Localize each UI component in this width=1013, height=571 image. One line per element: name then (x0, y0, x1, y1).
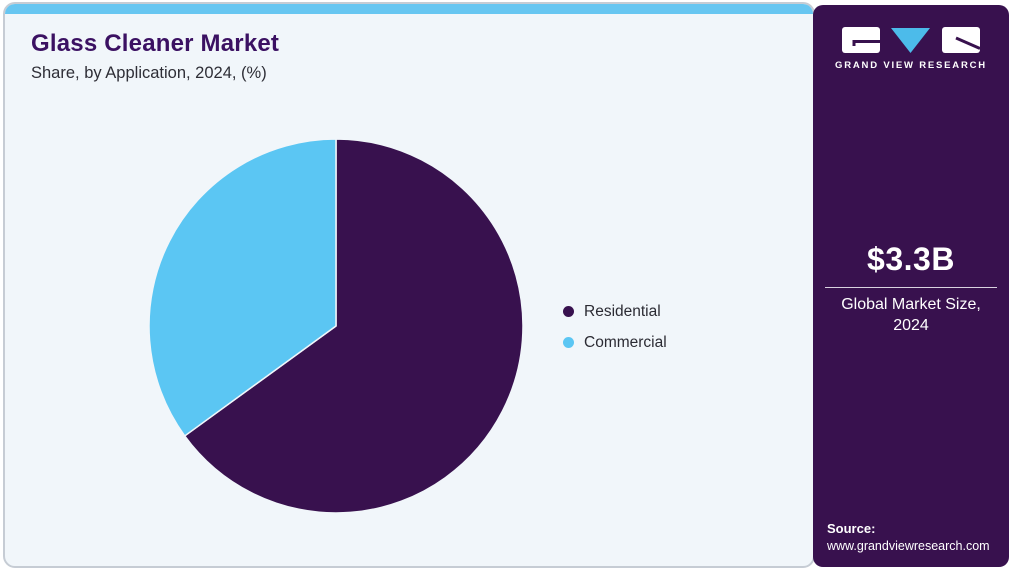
legend-item-commercial: Commercial (563, 332, 667, 353)
source-label: Source: (827, 521, 876, 536)
market-size-block: $3.3B Global Market Size, 2024 (813, 241, 1009, 337)
page-title: Glass Cleaner Market (31, 30, 280, 57)
chart-header: Glass Cleaner Market Share, by Applicati… (31, 30, 279, 83)
logo-v-triangle (891, 28, 930, 53)
logo-wordmark: GRAND VIEW RESEARCH (835, 60, 987, 71)
legend-item-residential: Residential (563, 301, 667, 322)
logo-g-block (842, 27, 880, 53)
pie-slice-residential (183, 138, 524, 514)
source-block: Source: www.grandviewresearch.com (827, 521, 990, 553)
gvr-logo-mark (842, 27, 980, 53)
market-size-value: $3.3B (867, 241, 955, 277)
legend-label: Commercial (584, 333, 667, 351)
legend-swatch-icon (563, 337, 574, 348)
market-size-divider (825, 287, 997, 288)
gvr-logo: GRAND VIEW RESEARCH (813, 27, 1009, 71)
legend-swatch-icon (563, 306, 574, 317)
legend: Residential Commercial (563, 301, 667, 353)
page-subtitle: Share, by Application, 2024, (%) (31, 64, 267, 82)
chart-card: Glass Cleaner Market Share, by Applicati… (3, 2, 815, 568)
top-accent-bar (5, 4, 813, 14)
pie-chart (148, 138, 524, 514)
pie-slice-commercial (148, 138, 337, 437)
source-url: www.grandviewresearch.com (827, 539, 990, 553)
market-size-label: Global Market Size, 2024 (841, 296, 981, 334)
legend-label: Residential (584, 302, 661, 320)
logo-r-block (942, 27, 980, 53)
sidebar: GRAND VIEW RESEARCH $3.3B Global Market … (813, 5, 1009, 567)
